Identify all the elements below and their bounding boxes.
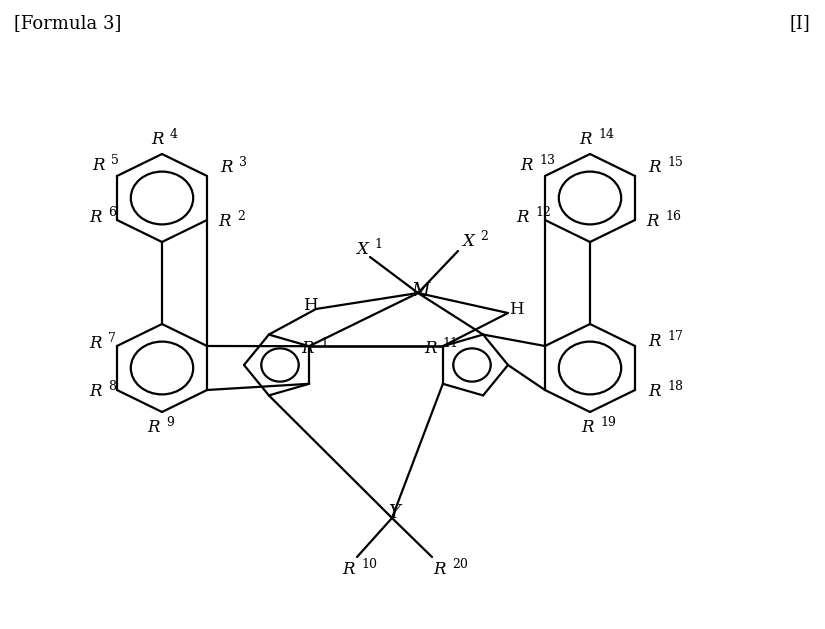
Text: R: R bbox=[648, 333, 661, 350]
Text: R: R bbox=[648, 160, 661, 177]
Text: 11: 11 bbox=[443, 337, 459, 350]
Text: [Formula 3]: [Formula 3] bbox=[14, 14, 121, 32]
Text: 4: 4 bbox=[170, 128, 178, 142]
Text: R: R bbox=[219, 213, 231, 230]
Text: R: R bbox=[89, 335, 102, 352]
Text: R: R bbox=[89, 384, 102, 401]
Text: Y: Y bbox=[388, 504, 400, 522]
Text: R: R bbox=[302, 340, 314, 357]
Text: 14: 14 bbox=[598, 128, 614, 142]
Text: X: X bbox=[356, 240, 368, 257]
Text: 6: 6 bbox=[108, 206, 116, 220]
Text: 7: 7 bbox=[108, 333, 116, 345]
Text: 13: 13 bbox=[539, 155, 555, 167]
Text: [I]: [I] bbox=[790, 14, 810, 32]
Text: R: R bbox=[220, 160, 233, 177]
Text: R: R bbox=[648, 384, 661, 401]
Text: 2: 2 bbox=[237, 211, 245, 223]
Text: R: R bbox=[582, 420, 594, 437]
Text: 16: 16 bbox=[665, 211, 681, 223]
Text: 10: 10 bbox=[361, 557, 377, 571]
Text: 20: 20 bbox=[452, 557, 468, 571]
Text: 17: 17 bbox=[667, 330, 683, 343]
Text: R: R bbox=[342, 560, 355, 577]
Text: 3: 3 bbox=[239, 157, 247, 169]
Text: R: R bbox=[424, 340, 437, 357]
Text: X: X bbox=[462, 233, 474, 250]
Text: 2: 2 bbox=[480, 230, 488, 243]
Text: R: R bbox=[521, 157, 533, 174]
Text: 12: 12 bbox=[535, 206, 551, 220]
Text: M: M bbox=[411, 282, 429, 300]
Text: R: R bbox=[152, 131, 164, 148]
Text: R: R bbox=[433, 560, 446, 577]
Text: R: R bbox=[89, 209, 102, 226]
Text: H: H bbox=[509, 301, 523, 318]
Text: R: R bbox=[647, 213, 659, 230]
Text: 19: 19 bbox=[600, 416, 616, 430]
Text: 8: 8 bbox=[108, 381, 116, 394]
Text: 1: 1 bbox=[320, 337, 328, 350]
Text: 1: 1 bbox=[374, 238, 382, 250]
Text: R: R bbox=[92, 157, 105, 174]
Text: H: H bbox=[303, 296, 318, 313]
Text: 18: 18 bbox=[667, 381, 683, 394]
Text: 5: 5 bbox=[111, 155, 119, 167]
Text: R: R bbox=[579, 131, 592, 148]
Text: 15: 15 bbox=[667, 157, 683, 169]
Text: 9: 9 bbox=[166, 416, 174, 430]
Text: R: R bbox=[148, 420, 160, 437]
Text: R: R bbox=[516, 209, 529, 226]
